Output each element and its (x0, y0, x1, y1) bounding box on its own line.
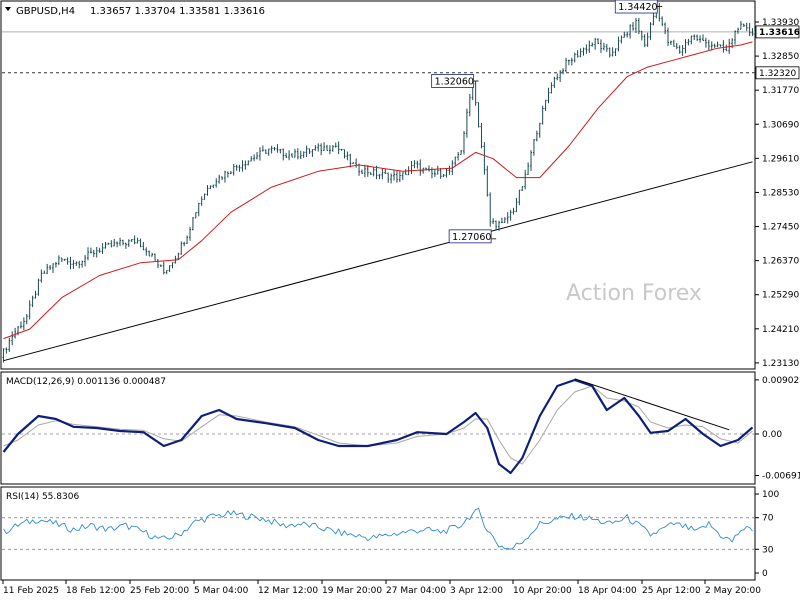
watermark-text: Action Forex (566, 281, 702, 306)
level-price-tag (755, 66, 800, 80)
x-axis: 11 Feb 2025 18 Feb 12:00 25 Feb 20:00 5 Mar… (2, 580, 761, 596)
macd-main-line (2, 378, 754, 475)
moving-average-line (3, 41, 753, 340)
price-panel: 1.33930 1.32850 1.31770 1.30690 1.29610 1.285… (2, 0, 800, 369)
price-y-tick-label: 1.26370 (762, 257, 799, 267)
x-tick-label: 2 May 20:00 (705, 586, 761, 596)
rsi-label: RSI(14) 55.8306 (6, 492, 79, 502)
annotation-label: 1.34420 (618, 2, 657, 13)
annotation-box (614, 0, 658, 14)
x-tick-label: 10 Apr 20:00 (513, 586, 572, 596)
annotation-label: 1.32060 (435, 77, 474, 88)
price-y-tick-label: 1.31770 (762, 86, 799, 96)
x-tick-label: 27 Mar 04:00 (386, 586, 446, 596)
current-price-tag (755, 25, 800, 39)
macd-y-tick-label: -0.006915 (762, 471, 800, 481)
macd-panel: 0.00902 0.00 -0.006915 (2, 376, 800, 481)
rsi-panel: 100 70 30 0 (2, 490, 779, 579)
current-price-tag-label: 1.33616 (759, 28, 800, 38)
x-tick-label: 3 Apr 12:00 (450, 586, 503, 596)
x-tick-label: 18 Apr 04:00 (578, 586, 637, 596)
rsi-y-tick-label: 30 (762, 545, 774, 555)
price-y-tick-label: 1.29610 (762, 154, 799, 164)
x-tick-label: 12 Mar 12:00 (258, 586, 318, 596)
macd-y-tick-label: 0.00 (762, 430, 782, 440)
annotation-box (431, 74, 475, 88)
x-tick-label: 25 Apr 12:00 (642, 586, 701, 596)
x-tick-label: 11 Feb 2025 (3, 586, 59, 596)
price-y-tick-label: 1.28530 (762, 188, 799, 198)
macd-panel-frame (0, 371, 756, 485)
rsi-line (3, 507, 753, 550)
annotation-label: 1.27060 (452, 232, 491, 243)
rsi-y-tick-label: 0 (762, 569, 768, 579)
macd-trendline (574, 378, 730, 431)
candles (2, 2, 754, 363)
rsi-y-tick-label: 70 (762, 514, 774, 524)
price-y-tick-label: 1.32850 (762, 52, 799, 62)
rsi-y-tick-label: 100 (762, 490, 779, 500)
ohlc-label: 1.33657 1.33704 1.33581 1.33616 (90, 6, 265, 17)
price-y-tick-label: 1.25290 (762, 291, 799, 301)
price-y-tick-label: 1.30690 (762, 120, 799, 130)
price-y-tick-label: 1.24210 (762, 325, 799, 335)
x-tick-label: 19 Mar 20:00 (322, 586, 382, 596)
macd-label: MACD(12,26,9) 0.001136 0.000487 (6, 377, 166, 387)
symbol-label: GBPUSD,H4 (16, 6, 75, 17)
macd-y-tick-label: 0.00902 (762, 376, 799, 386)
rsi-panel-frame (0, 486, 756, 581)
annotation-box (448, 229, 492, 244)
x-tick-label: 25 Feb 20:00 (130, 586, 189, 596)
x-tick-label: 18 Feb 12:00 (66, 586, 125, 596)
price-y-tick-label: 1.33930 (762, 18, 799, 28)
x-tick-label: 5 Mar 04:00 (194, 586, 249, 596)
price-panel-frame (0, 0, 756, 370)
price-y-tick-label: 1.23130 (762, 359, 799, 369)
triangle-down-icon (5, 7, 11, 11)
chart-header: GBPUSD,H4 1.33657 1.33704 1.33581 1.3361… (5, 6, 265, 17)
price-y-tick-label: 1.27450 (762, 223, 799, 233)
price-trendline (3, 161, 753, 362)
level-price-tag-label: 1.32320 (759, 69, 796, 79)
